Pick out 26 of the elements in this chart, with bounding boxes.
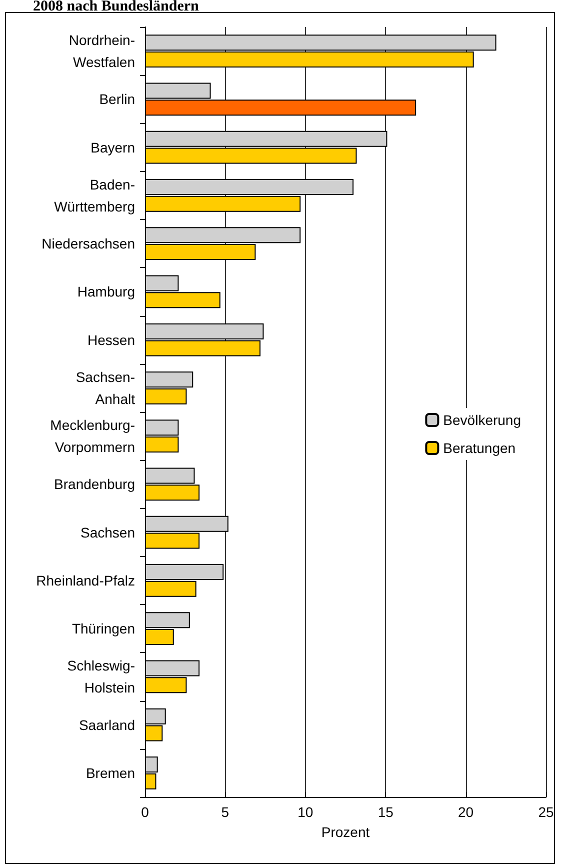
y-tick-label: Bayern [90, 139, 135, 156]
x-tick-label: 25 [538, 804, 554, 820]
x-tick-label: 0 [141, 804, 150, 820]
y-tick-label: Rheinland-Pfalz [36, 572, 135, 588]
y-tick-label: Nordrhein- Westfalen [68, 32, 136, 70]
y-tick-label: Schleswig- Holstein [67, 658, 136, 696]
x-tick-label: 15 [378, 804, 394, 820]
y-tick-label: Brandenburg [54, 476, 135, 492]
y-tick-label: Hessen [88, 332, 135, 348]
y-tick-label: Sachsen- Anhalt [76, 368, 136, 407]
chart-title: 2008 nach Bundesländern [33, 0, 200, 14]
y-tick-label: Hamburg [77, 284, 135, 300]
x-tick-label: 10 [298, 804, 314, 820]
y-tick-label: Bremen [86, 764, 135, 781]
x-axis-title: Prozent [321, 824, 370, 840]
legend-label: Beratungen [443, 440, 516, 456]
y-tick-label: Niedersachsen [42, 236, 135, 252]
y-tick-label: Baden- Württemberg [54, 176, 136, 214]
y-tick-label: Thüringen [72, 620, 135, 637]
y-tick-label: Berlin [99, 91, 135, 108]
x-tick-label: 20 [458, 804, 474, 820]
legend-label: Bevölkerung [443, 412, 521, 428]
y-tick-label: Sachsen [80, 524, 135, 540]
y-tick-label: Saarland [78, 716, 135, 733]
y-tick-label: Mecklenburg- Vorpommern [50, 417, 136, 456]
x-tick-label: 5 [221, 804, 230, 820]
